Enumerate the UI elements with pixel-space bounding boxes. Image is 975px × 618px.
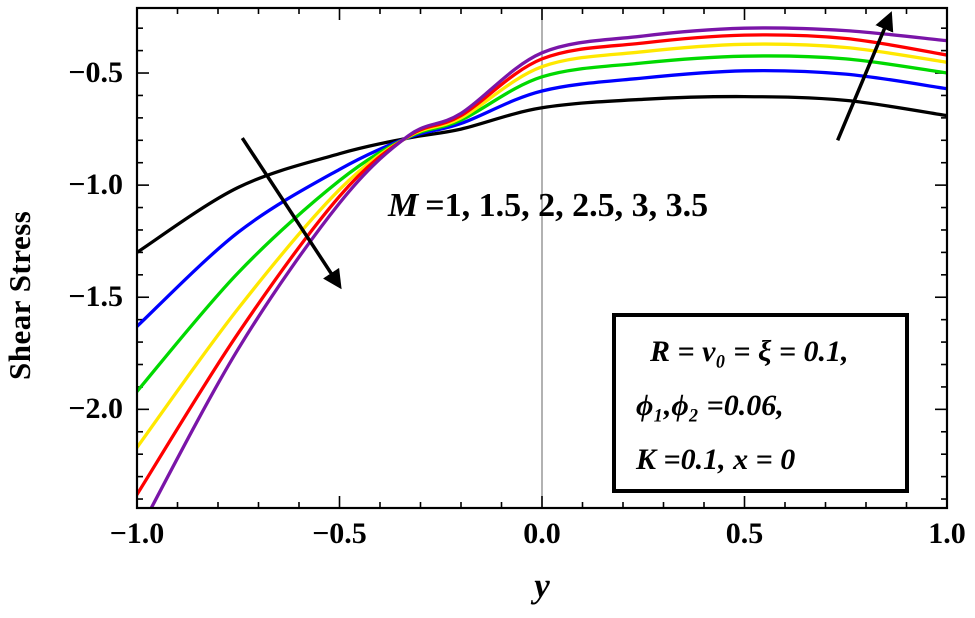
curve-M-3.5 [149, 26, 947, 508]
parameter-line-2: ϕ₁,ϕ₂ =0.06, [636, 389, 784, 422]
y-tick-label: −1.5 [68, 280, 123, 314]
curves-group [137, 26, 947, 508]
parameter-line-1: R = v₀ = ξ = 0.1, [650, 335, 849, 368]
curve-M-1 [137, 94, 947, 255]
decrease-arrow [240, 137, 342, 290]
curve-M-2 [137, 54, 947, 394]
y-tick-label: −0.5 [68, 56, 123, 90]
parameter-line-3: K =0.1, x = 0 [636, 443, 796, 476]
curve-M-3 [137, 33, 947, 497]
x-tick-label: 0.5 [725, 517, 764, 550]
x-tick-label: −0.5 [312, 517, 367, 550]
curve-M-1.5 [137, 68, 947, 329]
x-tick-label: 0.0 [523, 517, 561, 550]
y-tick-label: −2.0 [68, 392, 123, 426]
plot-frame [135, 6, 949, 510]
x-axis-title: y [534, 566, 550, 605]
x-tick-label: −1.0 [109, 517, 165, 550]
m-values-list: =1, 1.5, 2, 2.5, 3, 3.5 [425, 187, 709, 224]
y-tick-label: −1.0 [68, 168, 123, 202]
m-variable-symbol: M [388, 187, 419, 224]
m-values-annotation: M =1, 1.5, 2, 2.5, 3, 3.5 [388, 187, 708, 225]
parameter-box: R = v₀ = ξ = 0.1, ϕ₁,ϕ₂ =0.06, K =0.1, x… [612, 313, 909, 493]
increase-arrow [836, 11, 894, 141]
curve-M-2.5 [137, 42, 947, 450]
x-tick-label: 1.0 [928, 517, 966, 550]
